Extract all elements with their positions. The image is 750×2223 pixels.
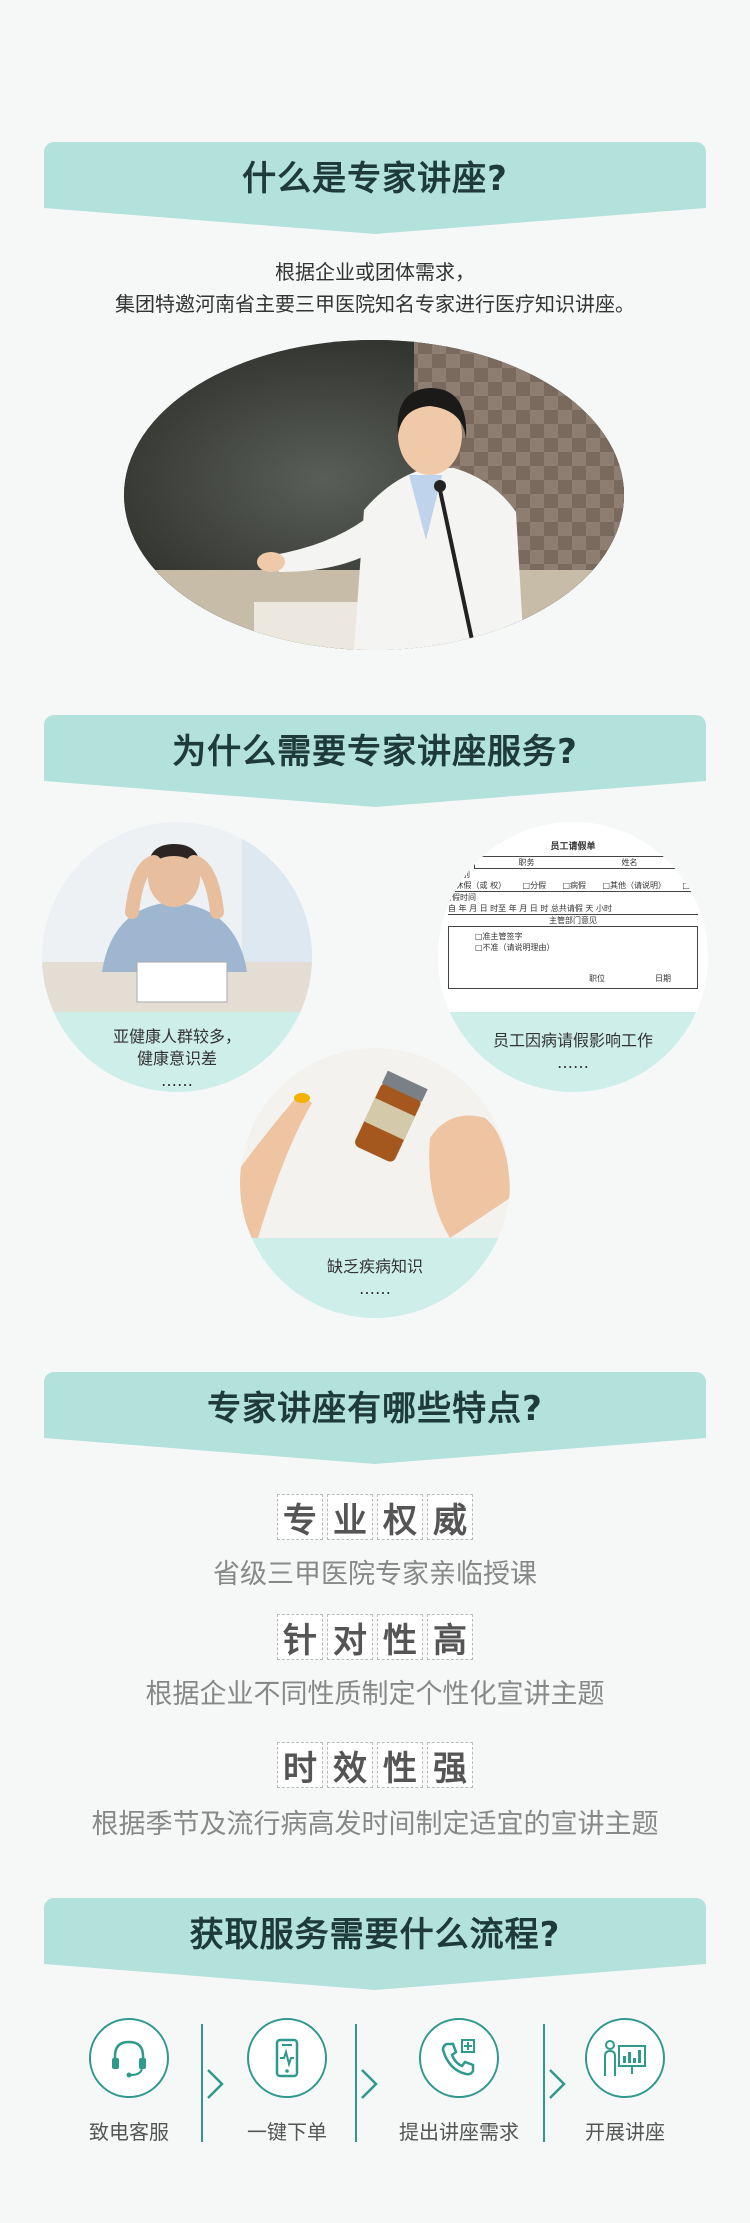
leave-form-image: 员工请假单 职务 姓名 类别 □休假（或 权） □分假 □病假 □其他（请说明） □事 请…	[438, 822, 708, 1012]
step-submit-request[interactable]: 提出讲座需求	[384, 2018, 534, 2145]
ribbon-tail	[44, 1964, 706, 1990]
form-cell: □不准（请说明理由）	[475, 943, 555, 952]
telephone-plus-icon	[419, 2018, 499, 2098]
caption-line: ……	[161, 1071, 193, 1090]
caption-line: ……	[557, 1053, 589, 1072]
form-cell: 主管部门意见	[448, 915, 698, 927]
form-cell: 自 年 月 日 时至 年 月 日 时 总共请假 天 小时	[448, 903, 698, 915]
stressed-man-photo	[42, 822, 312, 1012]
feature-char: 时	[277, 1742, 323, 1789]
reason-circle-sick-leave: 员工请假单 职务 姓名 类别 □休假（或 权） □分假 □病假 □其他（请说明） □事 请…	[438, 822, 708, 1092]
ribbon-tail	[44, 1438, 706, 1464]
section-title: 专家讲座有哪些特点?	[44, 1372, 706, 1438]
step-call-service[interactable]: 致电客服	[64, 2018, 194, 2145]
reason-circle-subhealth: 亚健康人群较多， 健康意识差 ……	[42, 822, 312, 1092]
ribbon-tail	[44, 781, 706, 807]
feature-char: 业	[327, 1494, 373, 1541]
step-label: 致电客服	[89, 2120, 169, 2144]
leave-form-row: 职位 日期	[475, 973, 671, 984]
feature-title-targeted: 针 对 性 高	[0, 1614, 750, 1661]
intro-text: 根据企业或团体需求， 集团特邀河南省主要三甲医院知名专家进行医疗知识讲座。	[0, 256, 750, 320]
form-label: 请假时间	[444, 893, 476, 902]
section-title: 为什么需要专家讲座服务?	[44, 715, 706, 781]
reason-caption: 员工因病请假影响工作 ……	[438, 1012, 708, 1092]
form-cell: 日期	[655, 974, 671, 983]
feature-char: 高	[427, 1614, 473, 1661]
caption-line: 健康意识差	[136, 1049, 217, 1068]
form-cell: 姓名	[621, 858, 638, 867]
feature-desc: 省级三甲医院专家亲临授课	[213, 1559, 537, 1590]
chevron-right-icon	[355, 2024, 378, 2142]
feature-char: 效	[327, 1742, 373, 1789]
step-one-click-order[interactable]: 一键下单	[222, 2018, 352, 2145]
step-label: 提出讲座需求	[399, 2120, 519, 2144]
feature-char: 强	[427, 1742, 473, 1789]
form-label: 类别	[454, 870, 470, 879]
reason-caption: 缺乏疾病知识 ……	[240, 1238, 510, 1318]
phone-icon	[247, 2018, 327, 2098]
caption-line: 员工因病请假影响工作	[492, 1031, 653, 1050]
feature-title-timely: 时 效 性 强	[0, 1742, 750, 1789]
feature-char: 对	[327, 1614, 373, 1661]
feature-char: 针	[277, 1614, 323, 1661]
leave-form-row: □休假（或 权） □分假 □病假 □其他（请说明） □事	[448, 880, 698, 892]
form-cell: □其他（请说明）	[602, 881, 667, 890]
intro-line-1: 根据企业或团体需求，	[275, 260, 475, 284]
feature-char: 性	[377, 1742, 423, 1789]
form-cell: □病假	[562, 881, 587, 890]
form-cell: □休假（或 权）	[448, 881, 507, 890]
leave-form-title: 员工请假单	[550, 842, 596, 852]
form-cell: 职位	[589, 974, 605, 983]
process-steps: 致电客服 一键下单 提出讲座需求 开展讲座	[64, 2018, 686, 2148]
form-cell: □准主管签字	[475, 932, 523, 941]
step-hold-lecture[interactable]: 开展讲座	[560, 2018, 690, 2145]
form-cell: 职务	[518, 858, 535, 867]
intro-line-2: 集团特邀河南省主要三甲医院知名专家进行医疗知识讲座。	[115, 292, 635, 316]
reason-caption: 亚健康人群较多， 健康意识差 ……	[42, 1012, 312, 1092]
reason-circle-knowledge: 缺乏疾病知识 ……	[240, 1048, 510, 1318]
caption-line: 亚健康人群较多，	[112, 1027, 241, 1046]
form-cell: □分假	[522, 881, 547, 890]
feature-title-authority: 专 业 权 威	[0, 1494, 750, 1541]
caption-line: ……	[359, 1279, 391, 1298]
leave-form-row: 职务 姓名	[474, 856, 682, 869]
chevron-right-icon	[543, 2024, 566, 2142]
form-cell: □事	[682, 881, 698, 890]
caption-line: 缺乏疾病知识	[326, 1257, 423, 1276]
ribbon-tail	[44, 208, 706, 234]
feature-char: 权	[377, 1494, 423, 1541]
section-title: 获取服务需要什么流程?	[44, 1898, 706, 1964]
section-title: 什么是专家讲座?	[44, 142, 706, 208]
feature-char: 性	[377, 1614, 423, 1661]
doctor-lecture-photo	[124, 340, 624, 650]
feature-char: 威	[427, 1494, 473, 1541]
section-header-why: 为什么需要专家讲座服务?	[44, 715, 706, 811]
step-label: 一键下单	[247, 2120, 327, 2144]
chevron-right-icon	[201, 2024, 224, 2142]
presentation-icon	[585, 2018, 665, 2098]
section-header-what: 什么是专家讲座?	[44, 142, 706, 238]
section-header-features: 专家讲座有哪些特点?	[44, 1372, 706, 1468]
leave-form-box: □准主管签字 □不准（请说明理由） 职位 日期	[448, 927, 698, 989]
step-label: 开展讲座	[585, 2120, 665, 2144]
feature-desc: 根据企业不同性质制定个性化宣讲主题	[145, 1679, 605, 1710]
feature-char: 专	[277, 1494, 323, 1541]
headset-icon	[89, 2018, 169, 2098]
feature-desc: 根据季节及流行病高发时间制定适宜的宣讲主题	[91, 1809, 659, 1840]
section-header-process: 获取服务需要什么流程?	[44, 1898, 706, 1994]
